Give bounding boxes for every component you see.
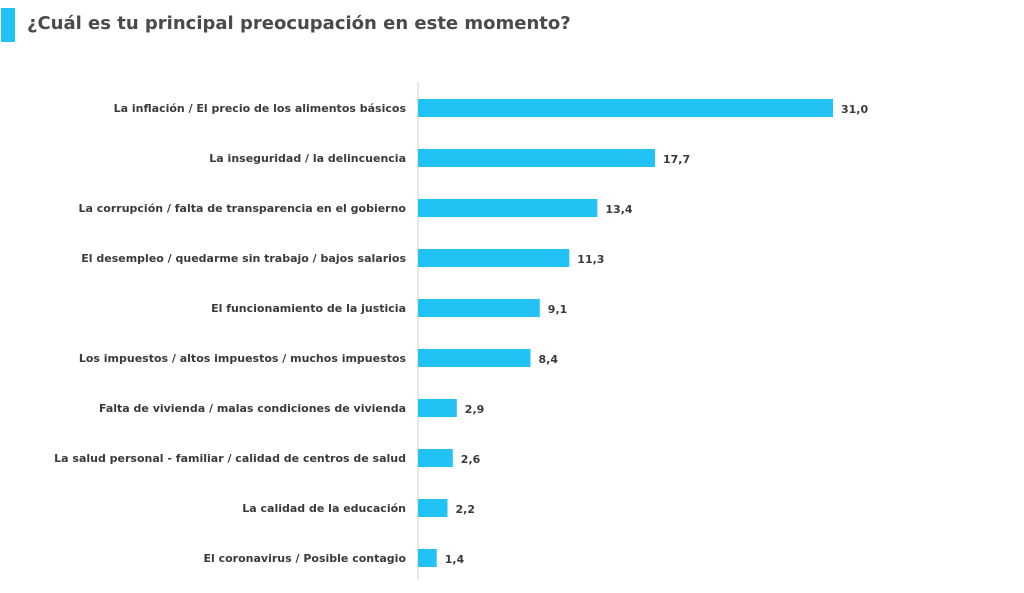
value-label: 2,2 <box>456 503 476 516</box>
category-label: La corrupción / falta de transparencia e… <box>79 202 407 215</box>
category-label: Los impuestos / altos impuestos / muchos… <box>79 352 407 365</box>
category-label: El desempleo / quedarme sin trabajo / ba… <box>81 252 406 265</box>
category-label: El coronavirus / Posible contagio <box>203 552 406 565</box>
value-label: 13,4 <box>605 203 632 216</box>
bar <box>418 549 437 567</box>
value-label: 2,6 <box>461 453 481 466</box>
bar <box>418 449 453 467</box>
value-label: 2,9 <box>465 403 485 416</box>
value-label: 8,4 <box>539 353 559 366</box>
category-label: Falta de vivienda / malas condiciones de… <box>99 402 406 415</box>
category-label: La inflación / El precio de los alimento… <box>114 102 407 115</box>
bar <box>418 399 457 417</box>
value-label: 9,1 <box>548 303 568 316</box>
bar <box>418 349 531 367</box>
bar <box>418 199 598 217</box>
category-label: La calidad de la educación <box>242 502 406 515</box>
category-label: La salud personal - familiar / calidad d… <box>54 452 406 465</box>
value-label: 17,7 <box>663 153 690 166</box>
bar <box>418 149 655 167</box>
chart-title: ¿Cuál es tu principal preocupación en es… <box>27 13 571 34</box>
value-label: 1,4 <box>445 553 465 566</box>
bar <box>418 99 833 117</box>
bar <box>418 299 540 317</box>
bar <box>418 499 448 517</box>
value-label: 11,3 <box>577 253 604 266</box>
category-label: La inseguridad / la delincuencia <box>209 152 406 165</box>
bars-group: La inflación / El precio de los alimento… <box>54 99 868 567</box>
value-label: 31,0 <box>841 103 868 116</box>
category-label: El funcionamiento de la justicia <box>211 302 406 315</box>
title-accent-bar <box>1 8 15 42</box>
bar <box>418 249 570 267</box>
